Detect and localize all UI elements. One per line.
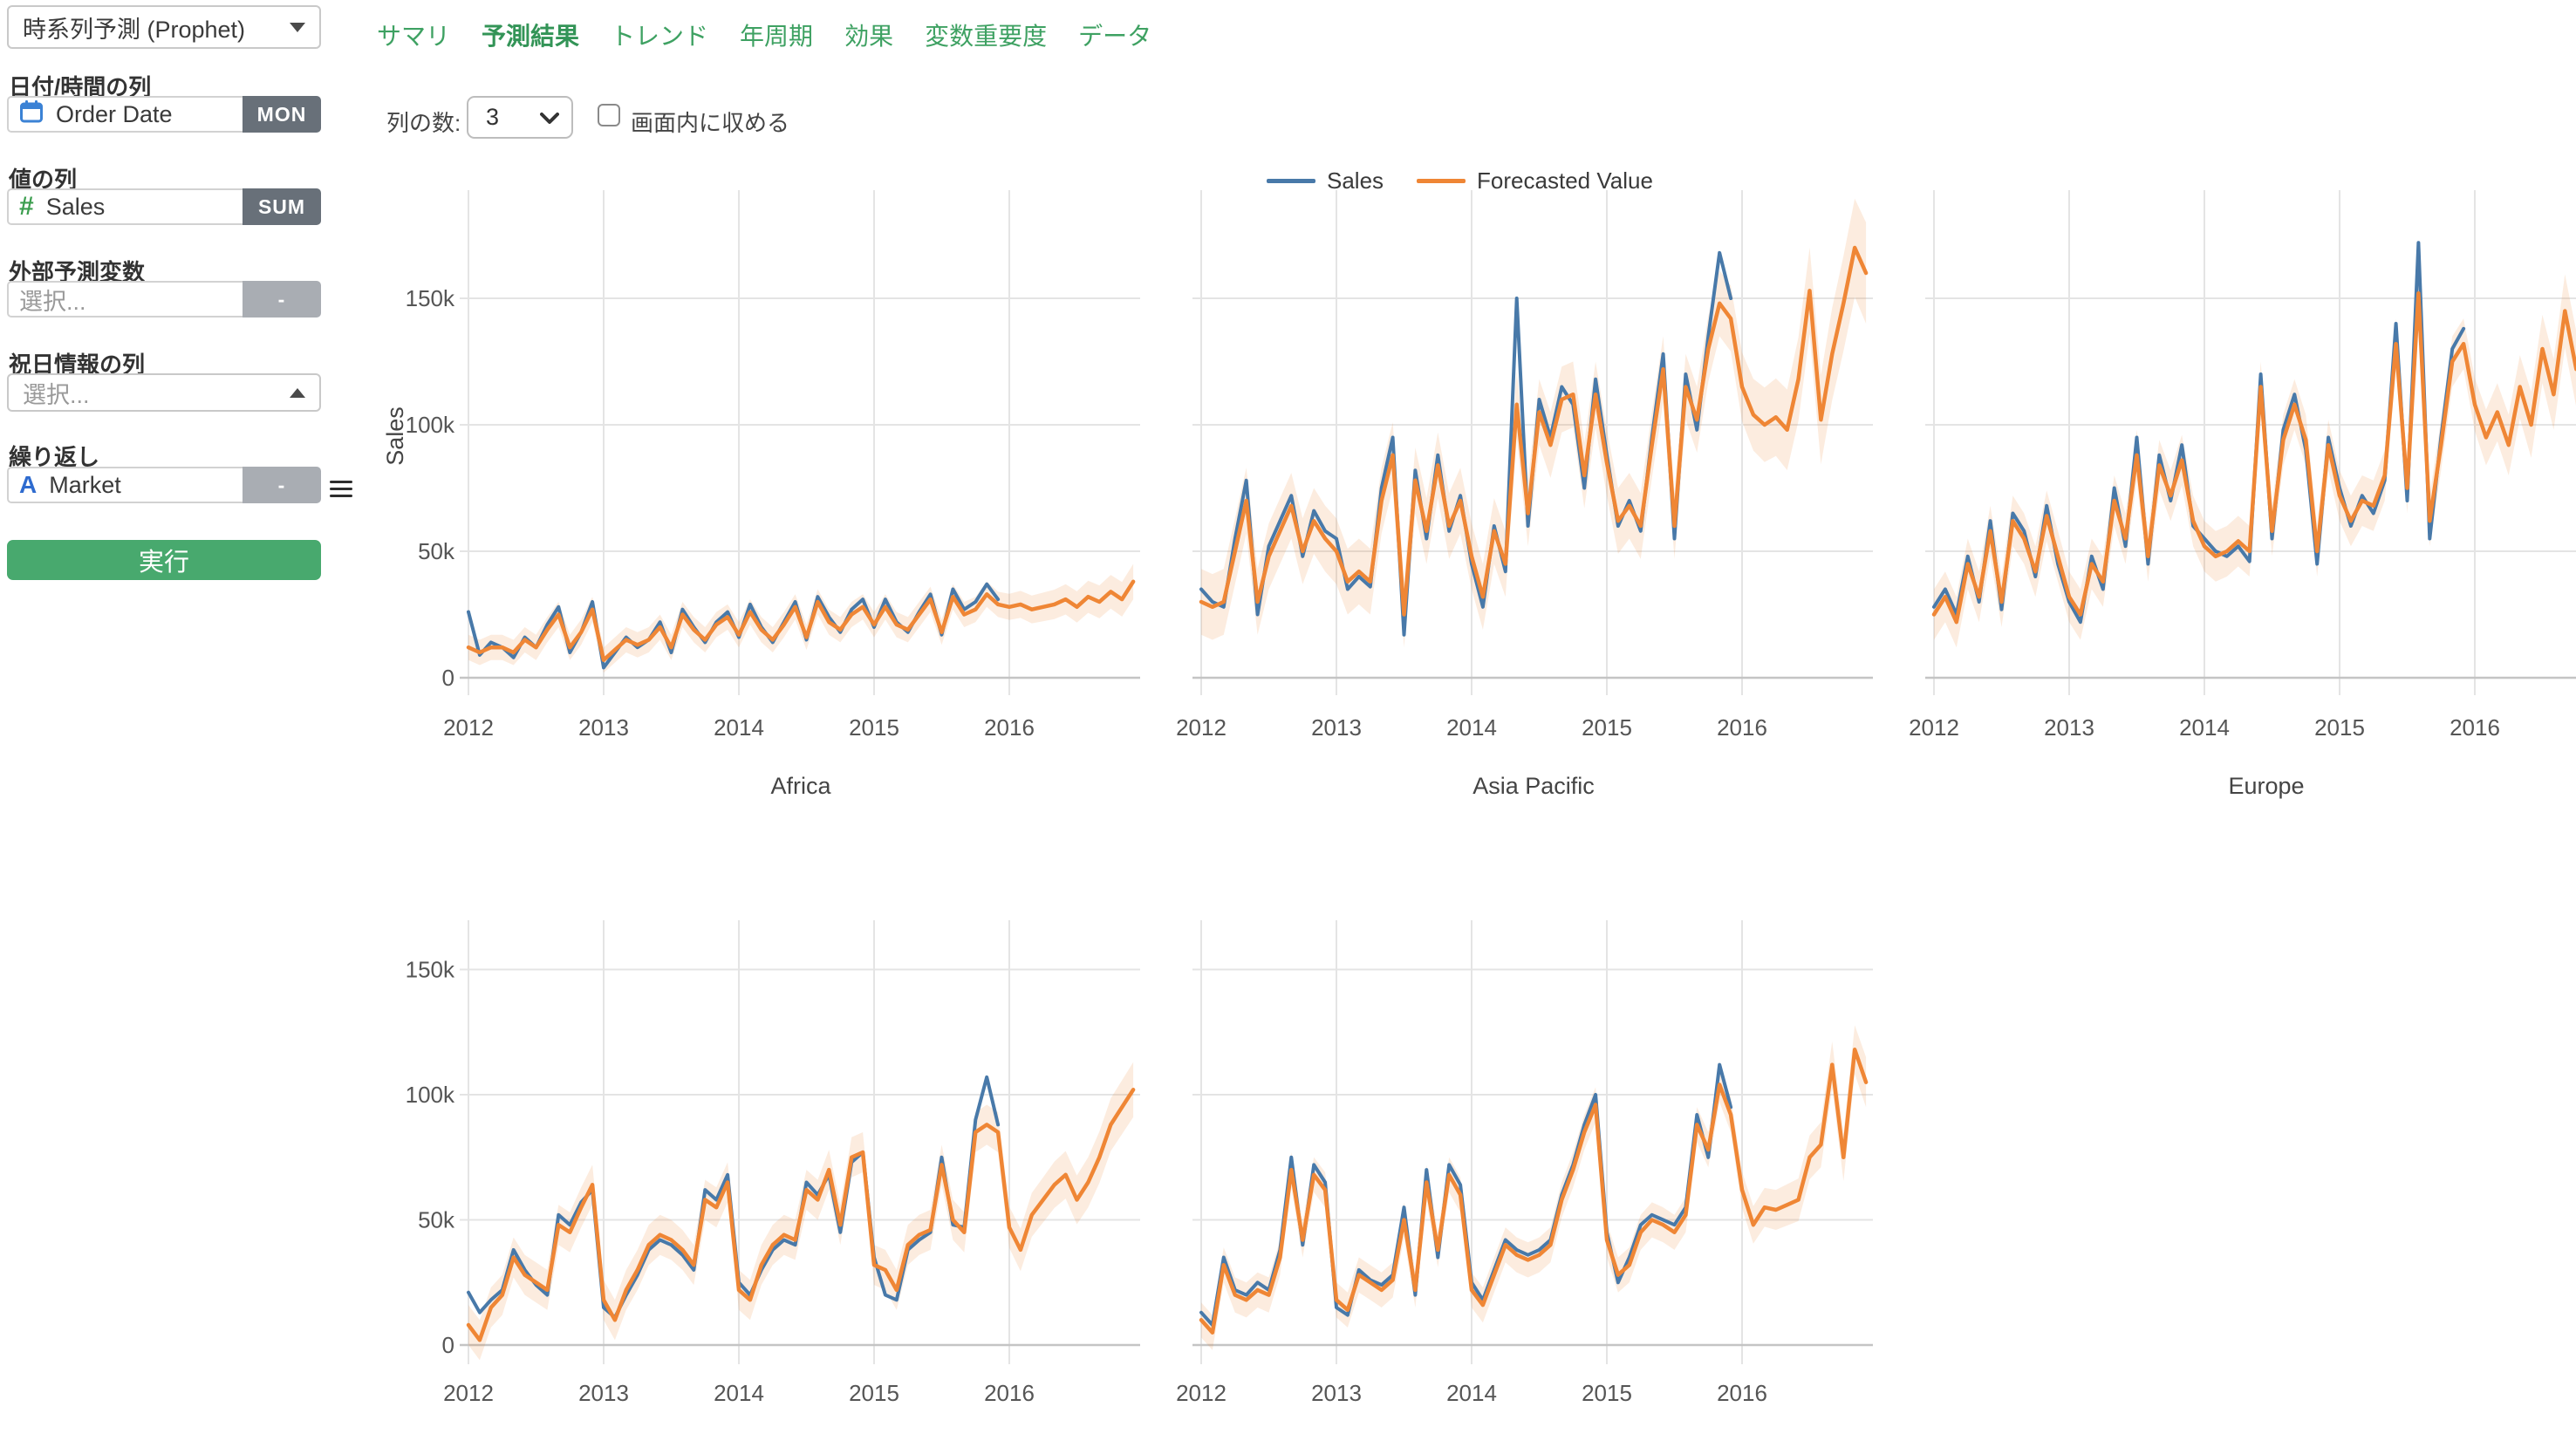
chevron-down-icon (290, 22, 305, 32)
analytics-type-select[interactable]: 時系列予測 (Prophet) (7, 5, 321, 49)
value-column-value: Sales (45, 193, 106, 220)
tab-effects[interactable]: 効果 (844, 23, 894, 50)
value-aggregation-badge[interactable]: SUM (243, 188, 321, 225)
svg-text:0: 0 (442, 665, 454, 691)
svg-text:2016: 2016 (2450, 714, 2500, 741)
svg-text:100k: 100k (406, 412, 455, 438)
regressor-placeholder: 選択... (19, 288, 86, 315)
legend-item-sales: Sales (1267, 167, 1384, 195)
svg-text:2015: 2015 (849, 1380, 899, 1406)
svg-text:0: 0 (442, 1332, 454, 1358)
svg-text:150k: 150k (406, 285, 455, 311)
svg-text:2012: 2012 (443, 1380, 494, 1406)
columns-count-label: 列の数: (386, 110, 461, 136)
chart-legend: Sales Forecasted Value (1267, 167, 1653, 195)
legend-label-sales: Sales (1327, 167, 1384, 194)
repeat-aggregation-badge[interactable]: - (243, 467, 321, 503)
menu-icon[interactable] (330, 481, 352, 498)
columns-count-select[interactable]: 3 (467, 96, 573, 139)
svg-text:Africa: Africa (770, 773, 831, 799)
svg-text:2013: 2013 (2044, 714, 2094, 741)
calendar-icon (19, 99, 44, 130)
legend-label-forecast: Forecasted Value (1477, 167, 1653, 194)
legend-item-forecast: Forecasted Value (1417, 167, 1653, 195)
tab-forecast-results[interactable]: 予測結果 (482, 23, 580, 50)
svg-text:2014: 2014 (1446, 714, 1497, 741)
svg-text:2014: 2014 (714, 1380, 764, 1406)
date-aggregation-badge[interactable]: MON (243, 96, 321, 133)
sales-line-swatch (1267, 179, 1315, 183)
chevron-up-icon (290, 387, 305, 398)
tab-trend[interactable]: トレンド (611, 23, 709, 50)
holiday-placeholder: 選択... (23, 381, 90, 408)
svg-text:2014: 2014 (1446, 1380, 1497, 1406)
svg-text:2015: 2015 (1582, 1380, 1632, 1406)
tab-variable-importance[interactable]: 変数重要度 (925, 23, 1048, 50)
svg-text:2013: 2013 (1311, 1380, 1362, 1406)
tab-summary[interactable]: サマリ (377, 23, 451, 50)
fit-to-screen-checkbox[interactable] (598, 104, 620, 126)
tab-data[interactable]: データ (1078, 23, 1152, 50)
svg-text:2013: 2013 (1311, 714, 1362, 741)
repeat-by-label: 繰り返し (9, 444, 100, 470)
svg-text:Sales: Sales (382, 406, 408, 466)
svg-text:2013: 2013 (578, 1380, 629, 1406)
run-button[interactable]: 実行 (7, 540, 321, 580)
svg-text:2015: 2015 (849, 714, 899, 741)
svg-text:100k: 100k (406, 1082, 455, 1108)
result-tabs: サマリ 予測結果 トレンド 年周期 効果 変数重要度 データ (377, 17, 1151, 52)
svg-text:2012: 2012 (443, 714, 494, 741)
svg-text:2012: 2012 (1176, 714, 1227, 741)
text-type-icon: A (19, 471, 38, 498)
chevron-down-icon (540, 104, 559, 131)
regressor-aggregation-badge[interactable]: - (243, 281, 321, 318)
value-column-field-row: # Sales SUM (7, 188, 321, 225)
svg-text:2015: 2015 (1582, 714, 1632, 741)
svg-text:50k: 50k (418, 538, 455, 564)
svg-text:2014: 2014 (714, 714, 764, 741)
repeat-by-field-row: A Market - (7, 467, 321, 503)
date-column-field-row: Order Date MON (7, 96, 321, 133)
svg-text:2016: 2016 (1717, 714, 1767, 741)
repeat-by-field[interactable]: A Market (7, 467, 243, 503)
forecast-line-swatch (1417, 179, 1466, 183)
svg-text:2012: 2012 (1909, 714, 1959, 741)
fit-to-screen-label: 画面内に収める (631, 110, 790, 136)
svg-text:150k: 150k (406, 957, 455, 983)
regressor-field[interactable]: 選択... (7, 281, 243, 318)
svg-text:Asia Pacific: Asia Pacific (1472, 773, 1595, 799)
date-column-field[interactable]: Order Date (7, 96, 243, 133)
repeat-by-value: Market (49, 471, 121, 498)
regressor-field-row: 選択... - (7, 281, 321, 318)
date-column-value: Order Date (56, 100, 173, 127)
columns-count-value: 3 (486, 104, 500, 130)
svg-text:2014: 2014 (2179, 714, 2230, 741)
number-icon: # (19, 192, 34, 221)
svg-text:2013: 2013 (578, 714, 629, 741)
svg-text:2016: 2016 (1717, 1380, 1767, 1406)
svg-text:2015: 2015 (2314, 714, 2365, 741)
tab-yearly-cycle[interactable]: 年周期 (740, 23, 814, 50)
svg-text:Europe: Europe (2228, 773, 2304, 799)
holiday-column-select[interactable]: 選択... (7, 373, 321, 412)
svg-text:50k: 50k (418, 1207, 455, 1233)
analytics-type-value: 時系列予測 (Prophet) (23, 16, 246, 43)
svg-text:2016: 2016 (984, 1380, 1035, 1406)
svg-text:2016: 2016 (984, 714, 1035, 741)
value-column-field[interactable]: # Sales (7, 188, 243, 225)
sidebar: 時系列予測 (Prophet) 日付/時間の列 Order Date MON 値… (0, 0, 366, 1434)
svg-text:2012: 2012 (1176, 1380, 1227, 1406)
